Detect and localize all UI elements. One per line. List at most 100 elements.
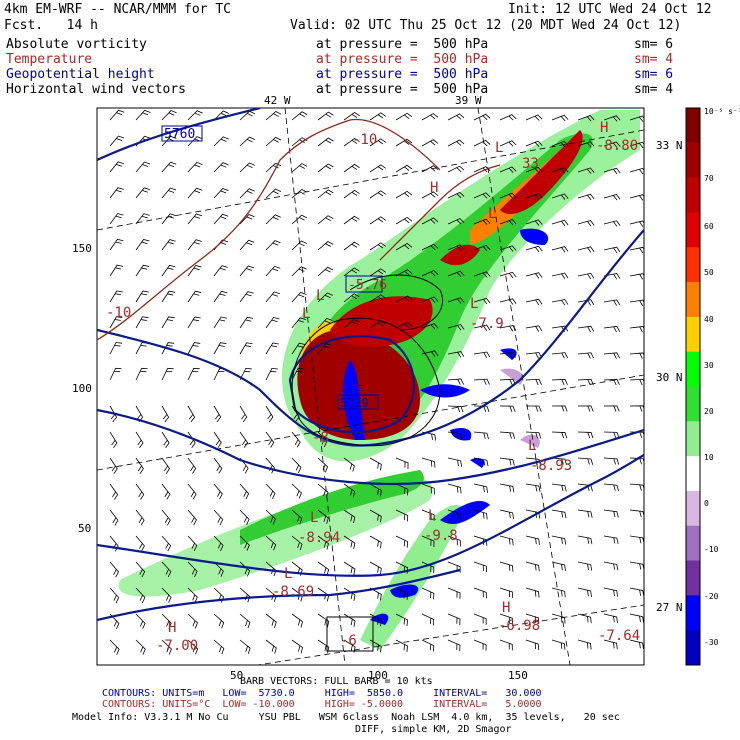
wind-barb <box>265 291 281 303</box>
wind-barb <box>395 535 409 548</box>
wind-barb <box>551 405 568 412</box>
wind-barb <box>291 509 303 525</box>
wind-barb <box>447 509 462 521</box>
wind-barb <box>473 297 491 305</box>
wind-barb <box>135 342 149 355</box>
wind-barb <box>109 483 119 500</box>
wind-barb <box>343 483 356 498</box>
wind-barb <box>421 270 439 277</box>
wind-barb <box>551 457 567 466</box>
wind-barb <box>551 219 569 227</box>
wind-barb <box>603 561 619 571</box>
wind-barb <box>135 457 144 474</box>
wind-barb <box>239 405 248 423</box>
wind-barb <box>161 367 174 381</box>
wind-barb <box>447 113 465 121</box>
wind-barb <box>135 613 146 629</box>
wind-barb <box>551 140 569 148</box>
wind-barb <box>161 290 176 303</box>
wind-barb <box>161 431 170 449</box>
wind-barb <box>187 405 196 423</box>
low-value: -7.9 <box>470 316 504 332</box>
map-annotations: 5760 -10 -10 H -8.80 L 33 H L -5.76 L L … <box>106 120 640 654</box>
wind-barb <box>343 163 360 173</box>
wind-barb <box>343 457 355 472</box>
wind-barb <box>525 272 543 279</box>
wind-barb <box>525 587 540 598</box>
init-time: Init: 12 UTC Wed 24 Oct 12 <box>508 2 712 17</box>
wind-barb <box>603 115 621 122</box>
wind-barb <box>135 109 151 121</box>
x-tick-label: 50 <box>230 669 243 682</box>
wind-barb <box>395 138 413 147</box>
wind-barb <box>525 561 540 572</box>
wind-barb <box>473 218 491 225</box>
colorbar-label: 60 <box>704 222 714 231</box>
wind-barb <box>213 483 223 500</box>
colorbar-swatch <box>686 595 700 631</box>
contour-info-temp: CONTOURS: UNITS=°C LOW= -10.000 HIGH= -5… <box>102 699 542 710</box>
wind-barb <box>525 483 541 492</box>
wind-barb <box>603 220 621 227</box>
wind-barb <box>551 352 569 359</box>
wind-barb <box>525 114 543 121</box>
lon-label: 42 W <box>264 94 291 107</box>
wind-barb <box>317 163 334 173</box>
colorbar-label: -30 <box>704 638 719 647</box>
wind-barb <box>603 431 620 439</box>
wind-barb <box>499 114 517 121</box>
wind-barb <box>629 141 644 149</box>
wind-barb <box>473 613 487 625</box>
temperature-contours <box>97 118 501 341</box>
wind-barb <box>265 535 277 551</box>
wind-barb <box>473 561 488 573</box>
wind-barb <box>213 239 229 251</box>
height-label: 5719 <box>340 396 369 410</box>
wind-barb <box>473 244 491 252</box>
wind-barb <box>629 483 644 491</box>
wind-barb <box>161 587 172 603</box>
wind-barb <box>603 483 619 492</box>
wind-barb <box>499 457 515 466</box>
wind-barb <box>239 162 255 173</box>
field-name: Temperature <box>6 52 93 67</box>
wind-barb <box>603 639 618 650</box>
wind-barb <box>135 264 150 277</box>
wind-barb <box>239 265 255 277</box>
wind-barb <box>369 483 382 497</box>
wind-barb <box>395 112 413 121</box>
wind-barb <box>187 367 200 381</box>
wind-barb <box>135 213 150 225</box>
wind-barb <box>473 271 491 278</box>
wind-barb <box>395 639 408 652</box>
wind-barb <box>239 136 256 147</box>
wind-barb <box>369 112 386 121</box>
wind-barb <box>343 267 360 277</box>
wind-barb <box>421 457 436 468</box>
wind-barb <box>187 290 202 303</box>
wind-barb <box>317 317 333 329</box>
wind-barbs <box>109 109 644 655</box>
wind-barb <box>369 639 382 653</box>
wind-barb <box>187 457 197 474</box>
wind-barb <box>265 405 274 423</box>
wind-barb <box>161 213 176 225</box>
wind-barb <box>317 266 334 277</box>
wind-barb <box>239 613 251 629</box>
wind-barb <box>499 431 516 439</box>
wind-barb <box>291 431 301 448</box>
wind-barb <box>577 272 595 280</box>
wind-barb <box>577 141 595 148</box>
wind-barb <box>135 238 150 251</box>
wind-barb <box>317 241 334 251</box>
wind-barb <box>577 639 592 650</box>
wind-barb <box>421 217 439 225</box>
wind-barb <box>473 378 490 385</box>
wind-barb <box>629 639 644 649</box>
wind-barb <box>603 535 619 545</box>
wind-barb <box>369 294 386 303</box>
wind-barb <box>343 561 356 575</box>
wind-barb <box>395 243 413 251</box>
x-tick-label: 150 <box>508 669 528 682</box>
colorbar-label: 50 <box>704 268 714 277</box>
